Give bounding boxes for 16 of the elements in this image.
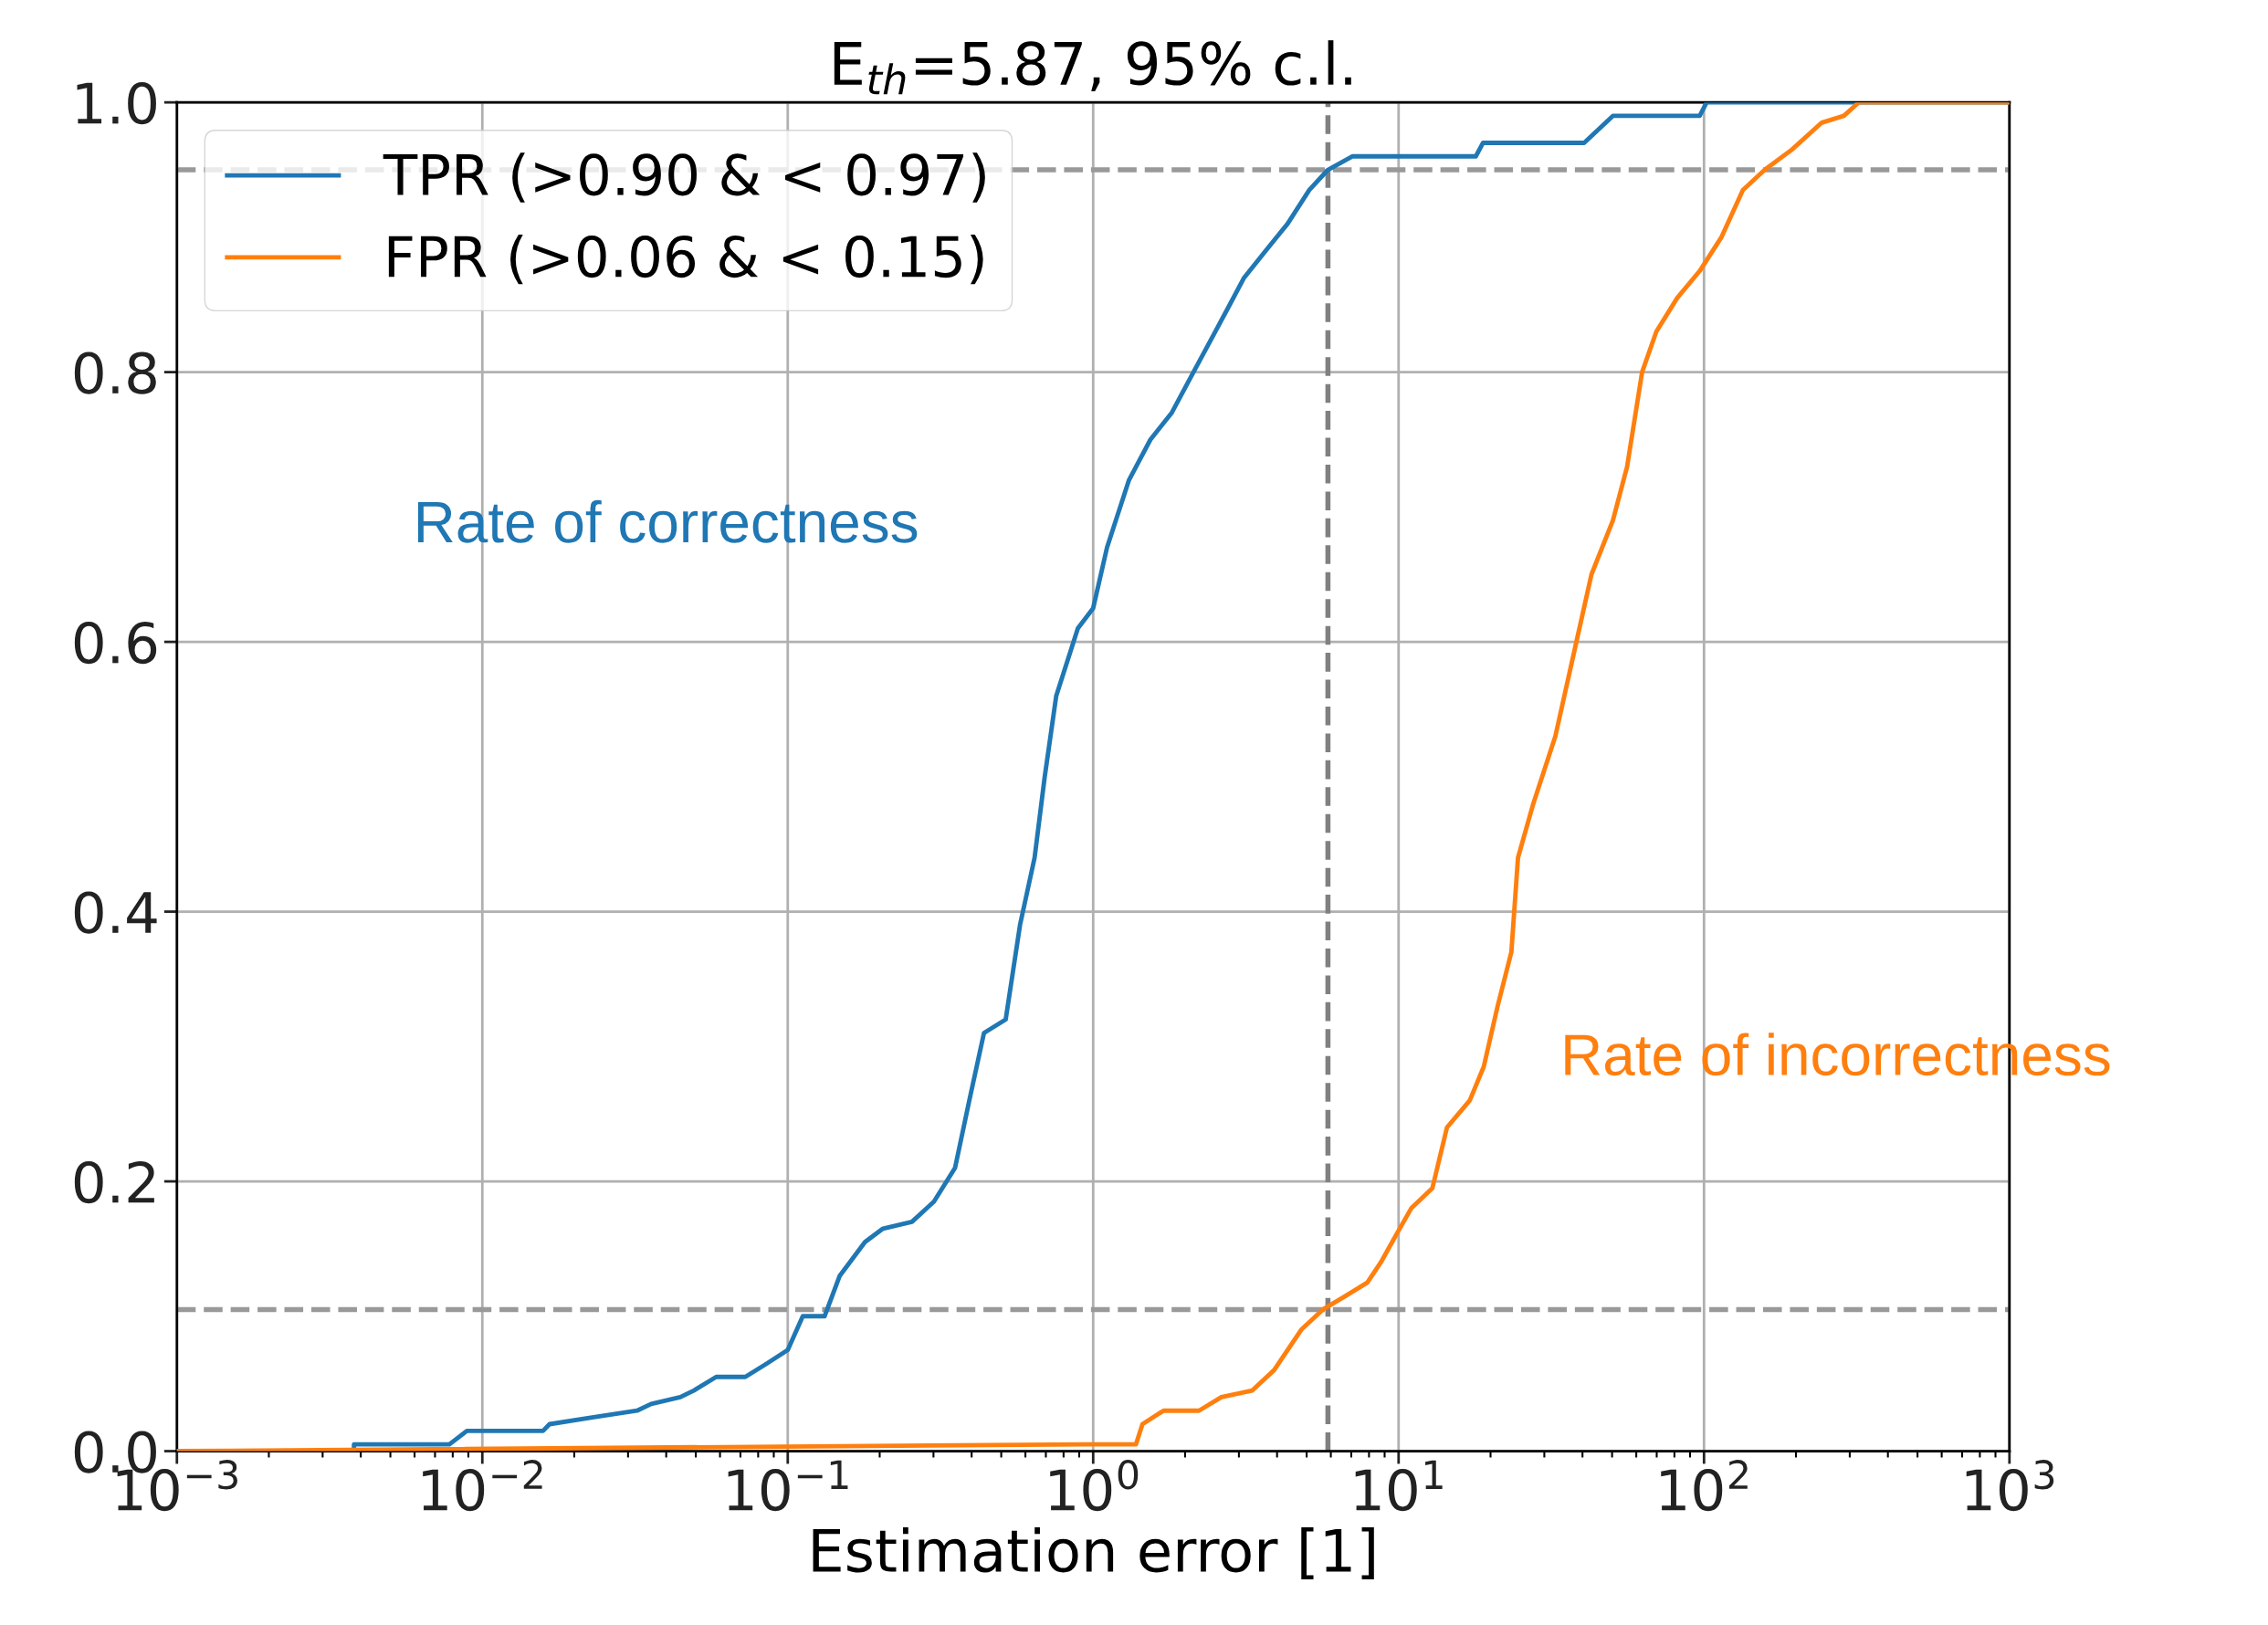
y-tick-label: 0.8 xyxy=(74,351,156,394)
y-tick-label: 0.2 xyxy=(74,1160,154,1204)
x-tick-label: 10$^{−1}$ xyxy=(728,1460,848,1512)
x-axis-title: Estimation error [1] xyxy=(813,1526,1374,1579)
legend-label: FPR (>0.06 & < 0.15) xyxy=(388,234,983,285)
legend-label: TPR (>0.90 & < 0.97) xyxy=(383,152,985,203)
x-tick-label: 10$^{−2}$ xyxy=(423,1460,542,1512)
x-tick-label: 10$^{3}$ xyxy=(1966,1460,2054,1512)
y-tick-label: 1.0 xyxy=(77,82,156,125)
y-tick-label: 0.6 xyxy=(74,621,157,665)
x-tick-label: 10$^{1}$ xyxy=(1355,1460,1443,1512)
chart-title: E$_{th}$=5.87, 95% c.l. xyxy=(834,40,1351,95)
annotation: Rate of correctness xyxy=(417,499,918,543)
x-tick-label: 10$^{0}$ xyxy=(1050,1460,1139,1512)
x-tick-label: 10$^{2}$ xyxy=(1661,1460,1748,1512)
y-tick-label: 0.4 xyxy=(74,891,157,934)
